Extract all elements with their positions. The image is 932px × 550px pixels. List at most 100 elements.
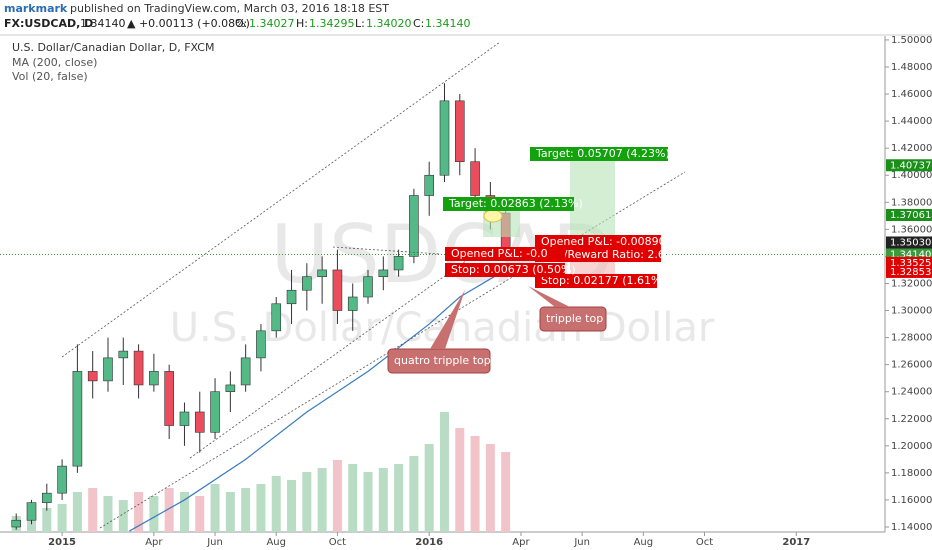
target-zone xyxy=(570,160,615,237)
candle-body xyxy=(103,357,113,382)
price-tag xyxy=(886,248,932,261)
x-tick-label: Oct xyxy=(329,537,346,548)
volume-bar xyxy=(363,472,373,532)
annotation: Target: 0.02863 (2.13%) xyxy=(448,197,583,210)
ma-line xyxy=(129,269,506,532)
y-tick-label: 1.40000 xyxy=(891,170,932,181)
volume-bar xyxy=(287,480,297,532)
callout-tail xyxy=(528,286,570,307)
volume-bar xyxy=(210,484,220,532)
price-tag-label: 1.40737 xyxy=(890,160,931,171)
x-tick-label: 2017 xyxy=(782,537,810,548)
volume-bar xyxy=(195,496,205,532)
price-tag xyxy=(886,208,932,221)
y-tick-label: 1.20000 xyxy=(891,441,932,452)
annotation-box xyxy=(530,147,668,161)
x-tick-label: Oct xyxy=(696,537,713,548)
c: 1.34140 xyxy=(425,17,471,30)
indicator-label: MA (200, close) xyxy=(12,56,97,69)
o: 1.34027 xyxy=(249,17,295,30)
trend-line xyxy=(332,246,441,255)
candle-body xyxy=(42,492,52,503)
y-tick-label: 1.36000 xyxy=(891,224,932,235)
annotation: Opened P&L: -0.00890 xyxy=(541,235,666,248)
x-tick-label: Apr xyxy=(512,537,530,548)
volume-bar xyxy=(42,508,52,532)
y-tick-label: 1.42000 xyxy=(891,143,932,154)
x-tick-label: Aug xyxy=(634,537,654,548)
candle-body xyxy=(439,100,450,176)
y-tick-label: 1.28000 xyxy=(891,333,932,344)
candle-body xyxy=(470,161,480,196)
chart-title: U.S. Dollar/Canadian Dollar, D, FXCM xyxy=(12,41,214,54)
y-tick-label: 1.26000 xyxy=(891,360,932,371)
candle-body xyxy=(133,350,144,386)
y-tick-label: 1.44000 xyxy=(891,116,932,127)
candle-body xyxy=(302,276,312,291)
candle-body xyxy=(57,465,67,494)
annotation-box xyxy=(535,248,661,262)
l: 1.34020 xyxy=(366,17,412,30)
price-tag xyxy=(886,256,932,269)
volume-bar xyxy=(348,464,358,532)
candle-body xyxy=(240,357,251,386)
candle-body xyxy=(164,371,174,426)
volume-bar xyxy=(485,444,495,532)
o-label: O: xyxy=(235,17,247,30)
volume-bar xyxy=(470,436,480,532)
candle-body xyxy=(256,330,266,359)
last: 1.34140 xyxy=(80,17,126,30)
volume-bar xyxy=(241,488,251,532)
volume-bar xyxy=(134,492,144,532)
candle-body xyxy=(317,269,327,278)
callout-tail xyxy=(430,290,465,349)
candle-body xyxy=(26,502,37,521)
y-tick-label: 1.16000 xyxy=(891,495,932,506)
volume-bar xyxy=(118,500,128,532)
c-label: C: xyxy=(413,17,424,30)
candle-body xyxy=(149,371,159,386)
price-tag-label: 1.32853 xyxy=(890,267,931,278)
volume-bar xyxy=(88,488,98,532)
change: ▲ +0.00113 (+0.08%) xyxy=(127,17,250,30)
annotation: Opened P&L: -0.0 xyxy=(451,247,548,260)
annotation-box xyxy=(539,306,607,332)
volume-bar xyxy=(409,456,419,532)
annotation-box xyxy=(445,263,565,277)
y-tick-label: 1.24000 xyxy=(891,387,932,398)
trend-lines xyxy=(61,41,686,529)
y-tick-label: 1.30000 xyxy=(891,306,932,317)
y-tick-label: 1.46000 xyxy=(891,89,932,100)
price-tag-label: 1.37061 xyxy=(890,210,931,221)
symbol-row: FX:USDCAD, D 1.34140 ▲ +0.00113 (+0.08%)… xyxy=(4,17,471,30)
volume-bar xyxy=(455,428,465,532)
trend-line xyxy=(61,41,501,358)
volume-bar xyxy=(103,496,113,532)
candle-body xyxy=(286,289,297,305)
volume-bar xyxy=(302,472,312,532)
y-tick-label: 1.18000 xyxy=(891,468,932,479)
annotation-box xyxy=(535,235,661,249)
h: 1.34295 xyxy=(309,17,355,30)
volume-bar xyxy=(317,468,327,532)
volume-bar xyxy=(256,484,266,532)
y-tick-label: 1.32000 xyxy=(891,278,932,289)
candle-body xyxy=(179,411,190,426)
author[interactable]: markmark xyxy=(4,2,68,15)
candle-body xyxy=(87,371,98,382)
candle-body xyxy=(118,350,129,359)
x-tick-label: Apr xyxy=(145,537,163,548)
candle-body xyxy=(363,276,373,298)
published: published on TradingView.com, March 03, … xyxy=(70,2,389,15)
annotation: Stop: 0.02177 (1.61%) xyxy=(541,274,666,287)
annotations: Target: 0.05707 (4.23%) Target: 0.02863 (… xyxy=(387,147,672,374)
volume-bar xyxy=(72,492,82,532)
volume-bar xyxy=(378,468,388,532)
candle-body xyxy=(225,384,236,393)
volume-bar xyxy=(271,476,281,532)
candle-body xyxy=(347,296,358,311)
volume-bar xyxy=(501,452,511,532)
price-tag-label: 1.33525 xyxy=(890,258,931,269)
y-tick-label: 1.14000 xyxy=(891,522,932,533)
